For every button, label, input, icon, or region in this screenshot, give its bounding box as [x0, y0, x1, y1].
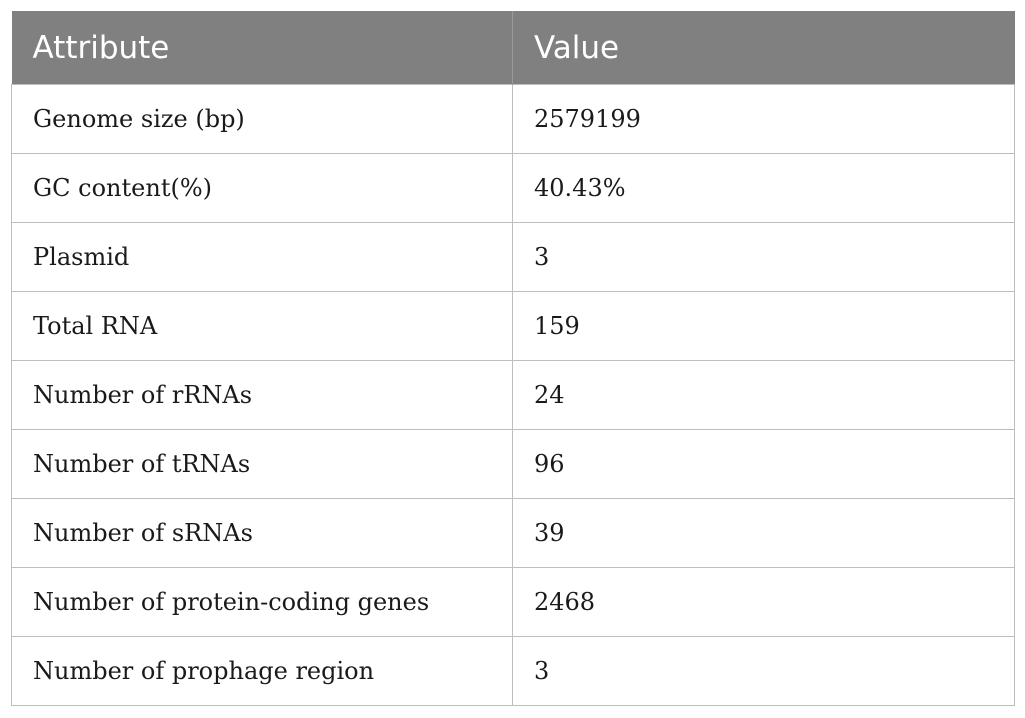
attribute-cell: GC content(%) — [11, 153, 513, 223]
value-cell: 24 — [512, 360, 1015, 430]
attribute-cell: Plasmid — [11, 222, 513, 292]
attribute-cell: Number of sRNAs — [11, 498, 513, 568]
attribute-cell: Number of rRNAs — [11, 360, 513, 430]
value-cell: 96 — [512, 429, 1015, 499]
table-row: Genome size (bp) 2579199 — [11, 84, 1015, 154]
table-row: Number of rRNAs 24 — [11, 360, 1015, 430]
value-cell: 159 — [512, 291, 1015, 361]
table-row: Number of protein-coding genes 2468 — [11, 567, 1015, 637]
table-row: Total RNA 159 — [11, 291, 1015, 361]
header-attribute: Attribute — [11, 11, 513, 85]
header-row: Attribute Value — [11, 11, 1015, 85]
attribute-cell: Number of protein-coding genes — [11, 567, 513, 637]
value-cell: 40.43% — [512, 153, 1015, 223]
attribute-table: Attribute Value Genome size (bp) 2579199… — [11, 11, 1015, 706]
value-cell: 2468 — [512, 567, 1015, 637]
table-row: Number of prophage region 3 — [11, 636, 1015, 706]
value-cell: 2579199 — [512, 84, 1015, 154]
data-table: Attribute Value Genome size (bp) 2579199… — [11, 11, 1015, 706]
attribute-cell: Genome size (bp) — [11, 84, 513, 154]
attribute-cell: Total RNA — [11, 291, 513, 361]
value-cell: 3 — [512, 636, 1015, 706]
table-row: GC content(%) 40.43% — [11, 153, 1015, 223]
attribute-cell: Number of tRNAs — [11, 429, 513, 499]
value-cell: 39 — [512, 498, 1015, 568]
attribute-cell: Number of prophage region — [11, 636, 513, 706]
value-cell: 3 — [512, 222, 1015, 292]
table-row: Plasmid 3 — [11, 222, 1015, 292]
header-value: Value — [512, 11, 1015, 85]
table-row: Number of tRNAs 96 — [11, 429, 1015, 499]
table-row: Number of sRNAs 39 — [11, 498, 1015, 568]
